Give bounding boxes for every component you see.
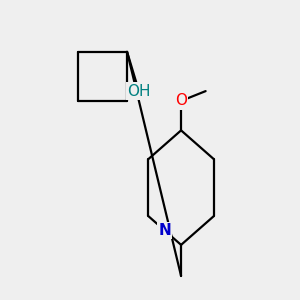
Text: N: N (158, 223, 171, 238)
Text: O: O (175, 93, 187, 108)
Text: OH: OH (127, 84, 150, 99)
